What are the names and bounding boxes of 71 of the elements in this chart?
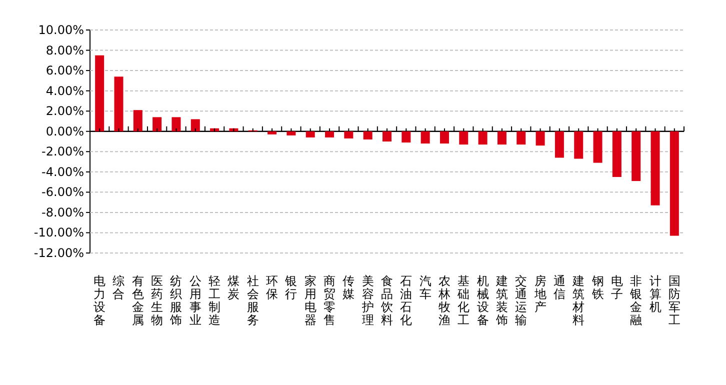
bar [268, 131, 277, 134]
y-tick-label: 10.00% [38, 23, 84, 37]
bar [420, 131, 430, 144]
bar [286, 131, 296, 136]
bar [363, 131, 372, 140]
y-tick-label: 4.00% [46, 84, 84, 98]
y-tick-label: -2.00% [42, 144, 84, 159]
x-tick-label: 房地产 [533, 274, 546, 314]
x-tick-label: 综合 [112, 274, 125, 301]
x-tick-label: 机械设备 [476, 274, 489, 327]
bar [650, 131, 660, 206]
x-tick-label: 交通运输 [515, 274, 528, 327]
x-tick-label: 社会服务 [246, 274, 259, 327]
y-tick-label: 2.00% [46, 104, 84, 118]
x-tick-label: 电力设备 [94, 274, 106, 327]
x-tick-label: 轻工制造 [208, 274, 221, 327]
x-tick-label: 石油石化 [400, 274, 412, 327]
x-tick-label: 汽车 [419, 274, 432, 301]
bar [497, 131, 506, 145]
bar [593, 131, 602, 163]
bar [172, 117, 181, 132]
x-tick-label: 医药生物 [151, 274, 164, 327]
y-tick-label: 8.00% [46, 43, 84, 58]
x-tick-label: 食品饮料 [380, 274, 393, 327]
x-tick-label: 传媒 [342, 274, 355, 301]
y-tick-label: -4.00% [42, 164, 84, 179]
x-tick-label: 钢铁 [590, 274, 604, 301]
bar [478, 131, 488, 145]
bar [306, 131, 315, 138]
x-tick-label: 电子 [610, 274, 623, 301]
bar [152, 117, 162, 132]
bar [574, 131, 584, 159]
x-tick-label: 银行 [284, 274, 298, 301]
bar [459, 131, 468, 145]
bar [344, 131, 354, 138]
bar [632, 131, 641, 182]
y-tick-label: -8.00% [42, 205, 84, 220]
x-tick-label: 国防军工 [668, 274, 680, 327]
x-tick-label: 农林牧渔 [437, 274, 450, 327]
x-tick-label: 美容护理 [360, 274, 374, 327]
bar [325, 131, 334, 138]
bar [440, 131, 449, 144]
bar [670, 131, 679, 236]
x-tick-label: 建筑装饰 [494, 274, 508, 327]
y-tick-label: 6.00% [46, 64, 84, 78]
x-tick-label: 商贸零售 [324, 274, 336, 327]
bar [612, 131, 622, 177]
bar [190, 119, 200, 132]
bar [554, 131, 564, 158]
y-tick-label: -12.00% [34, 246, 84, 260]
y-tick-label: -6.00% [42, 185, 84, 200]
y-tick-label: 0.00% [46, 124, 84, 138]
x-tick-label: 建筑材料 [572, 274, 585, 327]
bar [516, 131, 526, 145]
x-tick-label: 非银金融 [629, 274, 642, 327]
y-tick-label: -10.00% [34, 226, 84, 240]
x-tick-label: 公用事业 [189, 274, 202, 327]
x-tick-label: 通信 [553, 274, 566, 301]
x-tick-label: 煤炭 [228, 274, 240, 301]
x-tick-label: 纺织服饰 [169, 274, 182, 327]
bar [95, 55, 104, 132]
bar [402, 131, 411, 143]
bar [536, 131, 545, 146]
x-tick-label: 计算机 [649, 274, 662, 314]
x-tick-label: 家用电器 [304, 274, 316, 327]
bar [382, 131, 392, 142]
x-tick-label: 基础化工 [456, 274, 470, 327]
x-tick-label: 环保 [266, 274, 278, 301]
bar [114, 76, 124, 132]
x-tick-label: 有色金属 [132, 274, 144, 327]
bar [133, 110, 142, 132]
